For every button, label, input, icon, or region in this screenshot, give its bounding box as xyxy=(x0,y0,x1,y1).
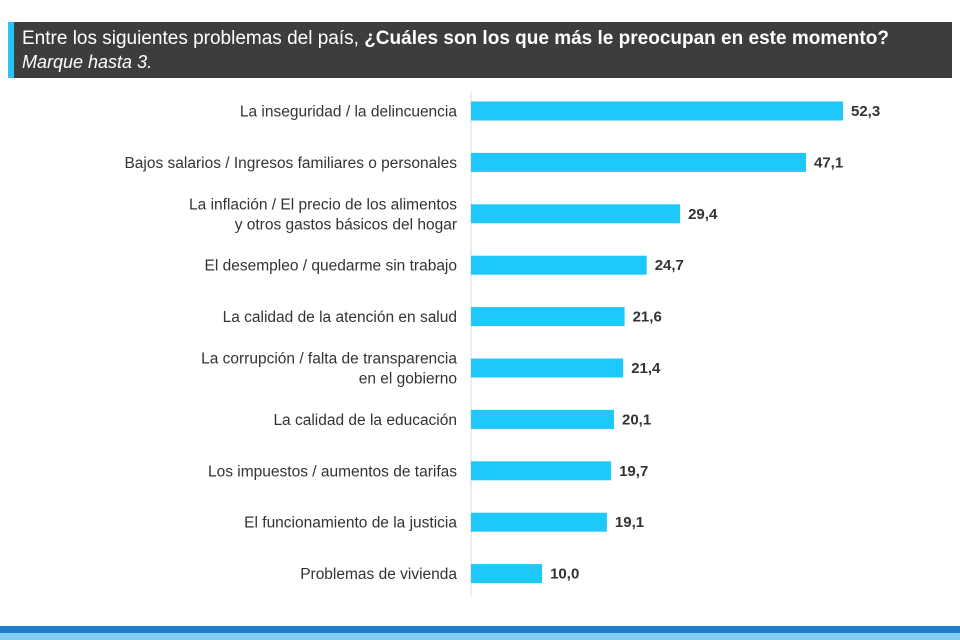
bar xyxy=(471,512,607,532)
category-label: La calidad de la atención en salud xyxy=(223,309,457,326)
footer-stripe-light xyxy=(0,633,960,640)
bar xyxy=(471,101,843,121)
category-label-line: La inflación / El precio de los alimento… xyxy=(189,196,457,213)
value-label: 10,0 xyxy=(550,566,579,583)
category-label-line: El desempleo / quedarme sin trabajo xyxy=(205,258,457,275)
question-text: Entre los siguientes problemas del país,… xyxy=(22,27,889,51)
value-label: 47,1 xyxy=(814,154,843,171)
category-label-line: La calidad de la atención en salud xyxy=(223,309,457,326)
bar xyxy=(471,461,612,481)
question-bold: ¿Cuáles son los que más le preocupan en … xyxy=(364,28,889,49)
instruction-text: Marque hasta 3. xyxy=(22,52,153,72)
category-label-line: Los impuestos / aumentos de tarifas xyxy=(208,463,457,480)
bar xyxy=(471,204,681,224)
bar xyxy=(471,409,614,429)
category-label: Problemas de vivienda xyxy=(300,566,457,583)
category-label-line: y otros gastos básicos del hogar xyxy=(235,216,457,233)
question-header: Entre los siguientes problemas del país,… xyxy=(8,22,952,78)
bar xyxy=(471,255,647,275)
category-label: La inflación / El precio de los alimento… xyxy=(189,196,457,233)
category-label: La inseguridad / la delincuencia xyxy=(240,104,458,121)
category-label: Bajos salarios / Ingresos familiares o p… xyxy=(124,155,457,172)
category-label: La corrupción / falta de transparencia en… xyxy=(201,351,457,388)
category-label-line: La calidad de la educación xyxy=(273,412,457,429)
category-label: Los impuestos / aumentos de tarifas xyxy=(208,463,457,480)
bar xyxy=(471,152,806,172)
value-label: 24,7 xyxy=(655,257,684,274)
bar xyxy=(471,358,624,378)
category-label-line: El funcionamiento de la justicia xyxy=(244,515,457,532)
bar xyxy=(471,564,543,584)
category-label: La calidad de la educación xyxy=(273,412,457,429)
category-label: El funcionamiento de la justicia xyxy=(244,515,457,532)
header-accent-bar xyxy=(8,22,14,78)
value-label: 20,1 xyxy=(622,411,651,428)
value-label: 21,4 xyxy=(631,360,661,377)
value-label: 19,7 xyxy=(619,463,648,480)
question-plain: Entre los siguientes problemas del país, xyxy=(22,28,365,49)
category-label-line: La corrupción / falta de transparencia xyxy=(201,351,457,368)
value-label: 19,1 xyxy=(615,514,644,531)
category-label-line: La inseguridad / la delincuencia xyxy=(240,104,458,121)
value-label: 21,6 xyxy=(633,309,662,326)
value-label: 52,3 xyxy=(851,103,880,120)
value-label: 29,4 xyxy=(688,206,718,223)
footer-stripe-dark xyxy=(0,626,960,633)
category-label-line: Problemas de vivienda xyxy=(300,566,457,583)
category-label-line: Bajos salarios / Ingresos familiares o p… xyxy=(124,155,457,172)
bar-chart: 52,3 La inseguridad / la delincuencia 47,1… xyxy=(124,92,880,596)
category-label: El desempleo / quedarme sin trabajo xyxy=(205,258,457,275)
category-label-line: en el gobierno xyxy=(359,371,457,388)
bar xyxy=(471,307,625,327)
